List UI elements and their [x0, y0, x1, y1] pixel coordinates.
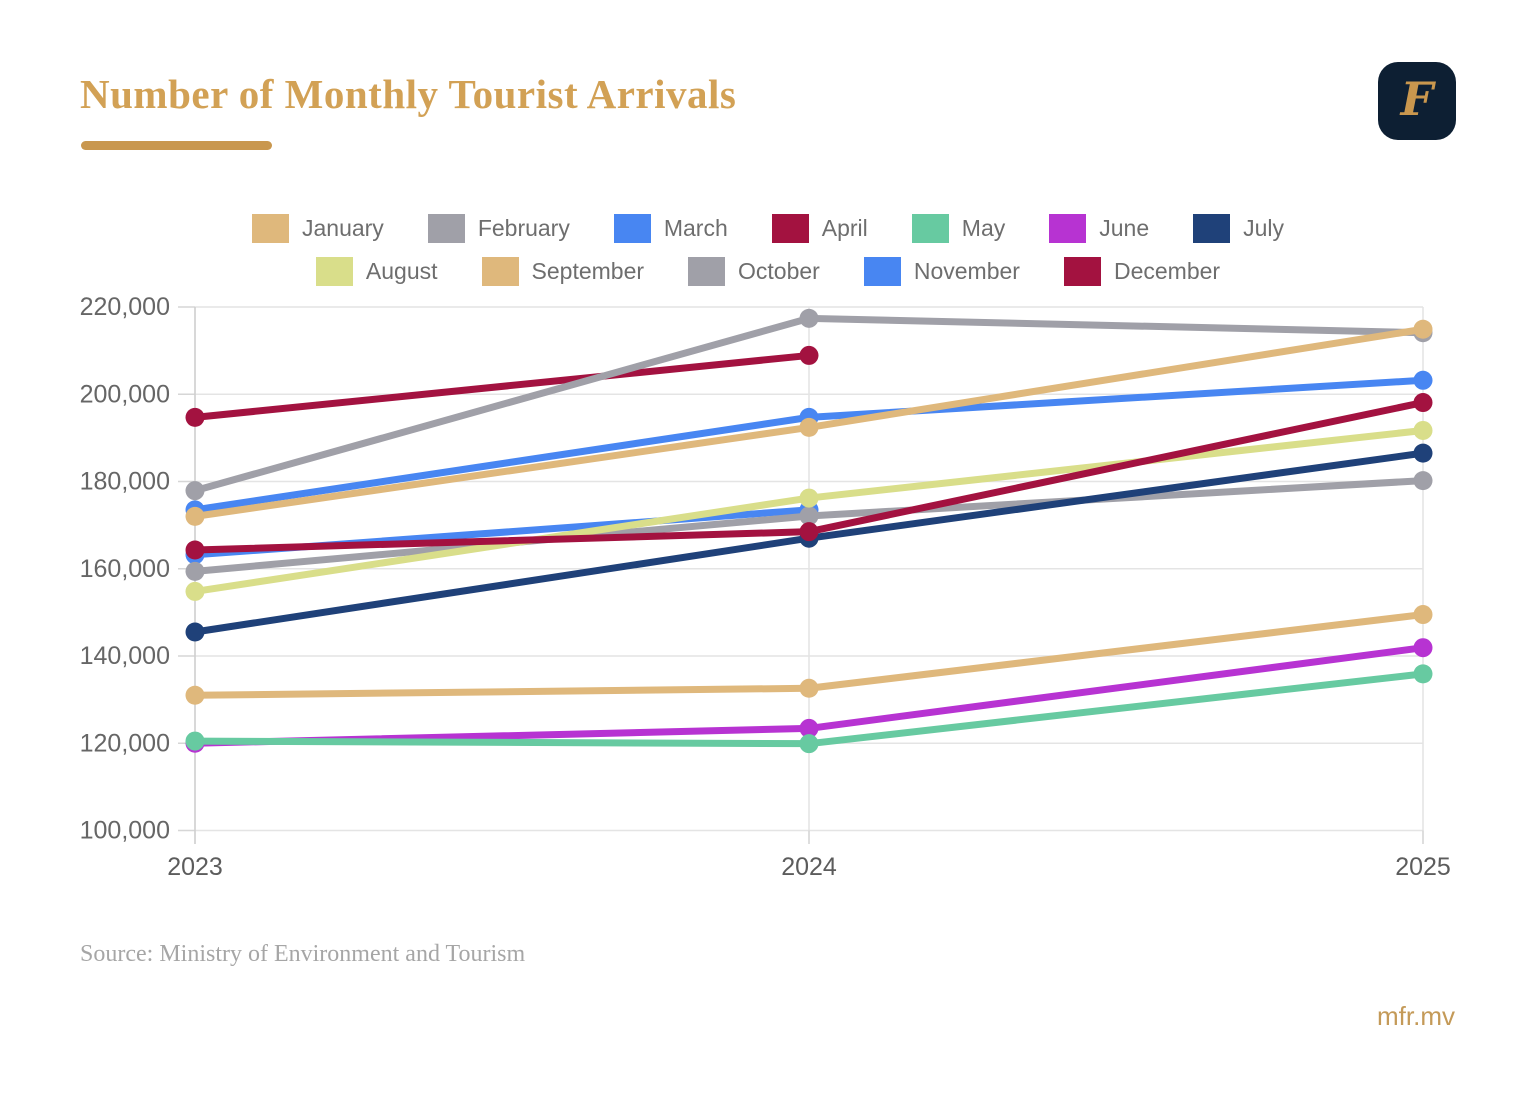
data-point-september [185, 685, 205, 705]
legend-swatch-january [251, 214, 289, 243]
data-point-august [799, 488, 819, 508]
data-point-december [799, 345, 819, 365]
legend-label: October [738, 258, 820, 284]
data-point-august [185, 581, 205, 601]
legend-label: July [1243, 215, 1285, 241]
legend-label: September [531, 258, 645, 284]
data-point-february [185, 481, 205, 501]
legend-label: February [477, 215, 570, 241]
legend-swatch-october [688, 257, 726, 286]
chart-legend: January February March April May June July Aug… [0, 214, 1536, 286]
title-underline [81, 141, 272, 150]
data-point-june [799, 718, 819, 738]
legend-item-april[interactable]: April [771, 214, 868, 243]
legend-row-1: January February March April May June July [251, 214, 1284, 243]
y-axis-label: 200,000 [80, 380, 170, 408]
data-point-april [799, 522, 819, 542]
legend-swatch-april [771, 214, 809, 243]
data-point-july [1413, 443, 1433, 463]
y-axis-label: 100,000 [80, 817, 170, 845]
source-note: Source: Ministry of Environment and Tour… [80, 941, 526, 967]
data-point-january [1413, 319, 1433, 339]
page-title: Number of Monthly Tourist Arrivals [80, 71, 737, 117]
y-axis-label: 160,000 [80, 555, 170, 583]
data-point-april [185, 540, 205, 560]
legend-swatch-august [315, 257, 353, 286]
y-axis-label: 120,000 [80, 729, 170, 757]
y-axis-label: 180,000 [80, 468, 170, 496]
data-point-september [799, 678, 819, 698]
legend-item-june[interactable]: June [1049, 214, 1149, 243]
legend-label: January [301, 215, 384, 241]
data-point-may [1413, 664, 1433, 684]
y-axis-label: 220,000 [80, 293, 170, 321]
brand-logo: F [1378, 62, 1456, 140]
legend-label: May [961, 215, 1006, 241]
legend-swatch-september [481, 257, 519, 286]
legend-row-2: August September October November December [315, 257, 1221, 286]
legend-swatch-may [911, 214, 949, 243]
data-point-december [185, 407, 205, 427]
legend-item-january[interactable]: January [251, 214, 384, 243]
series-line-december [191, 351, 813, 421]
legend-item-march[interactable]: March [613, 214, 728, 243]
legend-label: April [821, 215, 868, 241]
data-point-october [799, 506, 819, 526]
legend-swatch-july [1193, 214, 1231, 243]
legend-swatch-june [1049, 214, 1087, 243]
legend-item-may[interactable]: May [911, 214, 1006, 243]
x-axis-label: 2023 [167, 853, 223, 881]
legend-swatch-december [1063, 257, 1101, 286]
data-point-october [1413, 471, 1433, 491]
legend-item-september[interactable]: September [481, 257, 645, 286]
data-point-may [799, 734, 819, 754]
data-point-april [1413, 393, 1433, 413]
legend-label: June [1099, 215, 1150, 241]
legend-item-november[interactable]: November [863, 257, 1020, 286]
data-point-august [1413, 420, 1433, 440]
data-point-may [185, 731, 205, 751]
legend-item-july[interactable]: July [1193, 214, 1284, 243]
legend-item-october[interactable]: October [688, 257, 820, 286]
legend-swatch-november [863, 257, 901, 286]
data-point-march [1413, 370, 1433, 390]
legend-item-february[interactable]: February [427, 214, 570, 243]
data-point-september [1413, 605, 1433, 625]
x-axis-label: 2025 [1395, 853, 1451, 881]
legend-label: December [1113, 258, 1221, 284]
legend-label: November [913, 258, 1020, 284]
legend-item-december[interactable]: December [1063, 257, 1221, 286]
legend-swatch-february [427, 214, 465, 243]
data-point-january [799, 417, 819, 437]
x-axis-label: 2024 [781, 853, 837, 881]
legend-swatch-march [613, 214, 651, 243]
y-axis-label: 140,000 [80, 642, 170, 670]
data-point-february [799, 308, 819, 328]
legend-item-august[interactable]: August [315, 257, 438, 286]
legend-label: March [663, 215, 728, 241]
data-point-july [185, 622, 205, 642]
legend-label: August [365, 258, 438, 284]
footer-site-link: mfr.mv [1377, 1001, 1455, 1031]
data-point-october [185, 561, 205, 581]
data-point-june [1413, 638, 1433, 658]
data-point-january [185, 506, 205, 526]
brand-logo-letter: F [1400, 72, 1434, 126]
